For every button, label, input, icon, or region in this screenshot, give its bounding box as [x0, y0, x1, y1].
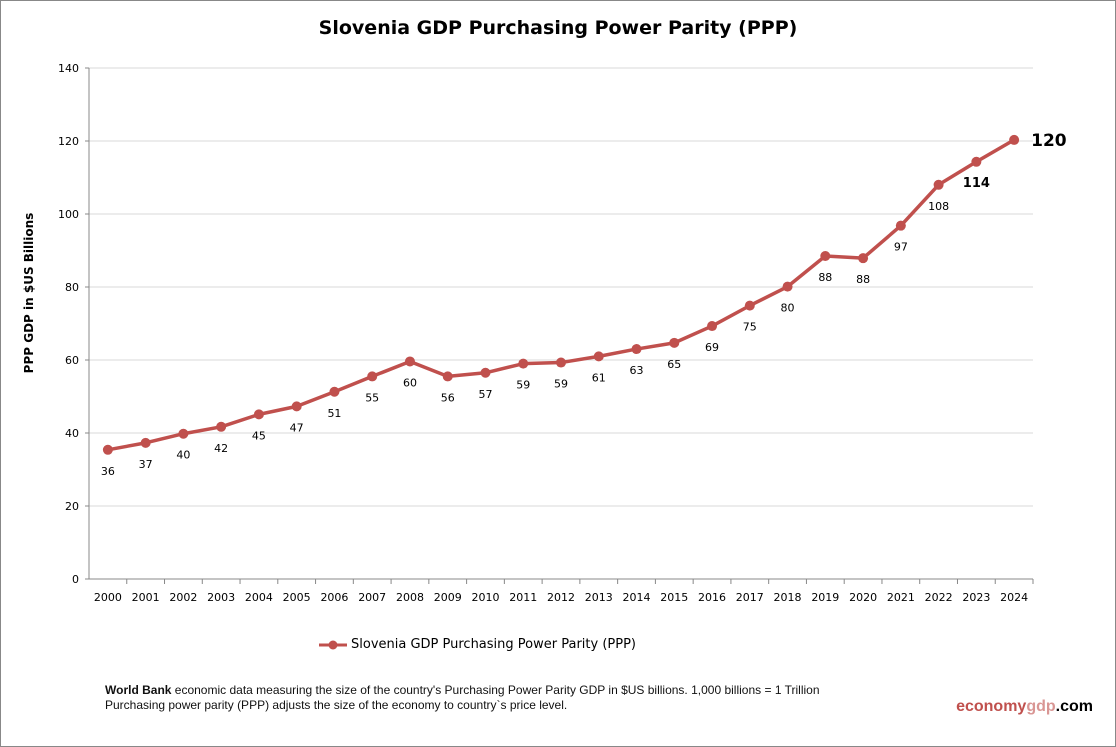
- x-tick-label: 2022: [925, 591, 953, 604]
- data-label: 40: [176, 449, 190, 462]
- y-tick-label: 60: [65, 354, 79, 367]
- y-tick-label: 100: [58, 208, 79, 221]
- x-tick-label: 2000: [94, 591, 122, 604]
- data-label: 120: [1031, 131, 1067, 151]
- data-label: 47: [290, 421, 304, 434]
- data-label: 88: [818, 271, 832, 284]
- data-label: 59: [516, 379, 530, 392]
- x-tick-label: 2002: [169, 591, 197, 604]
- data-point: [631, 344, 642, 355]
- data-point: [1009, 134, 1020, 145]
- data-label: 36: [101, 465, 115, 478]
- x-tick-label: 2023: [962, 591, 990, 604]
- y-tick-label: 20: [65, 500, 79, 513]
- x-tick-label: 2008: [396, 591, 424, 604]
- x-tick-label: 2009: [434, 591, 462, 604]
- data-point: [102, 444, 113, 455]
- data-label: 55: [365, 391, 379, 404]
- data-label: 59: [554, 378, 568, 391]
- x-tick-label: 2004: [245, 591, 273, 604]
- x-tick-label: 2005: [283, 591, 311, 604]
- x-tick-label: 2024: [1000, 591, 1028, 604]
- data-point: [291, 401, 302, 412]
- series-line: [107, 138, 1015, 452]
- footer-source: World Bank: [105, 683, 172, 697]
- data-label: 97: [894, 241, 908, 254]
- data-point: [933, 179, 944, 190]
- x-tick-label: 2021: [887, 591, 915, 604]
- data-point: [178, 428, 189, 439]
- data-point: [971, 156, 982, 167]
- plot-area: 0 20 40 60 80 100 120 140 2000 2001 2002 2003 2004 20…: [58, 62, 1067, 604]
- chart-title: Slovenia GDP Purchasing Power Parity (PP…: [318, 17, 798, 39]
- legend: Slovenia GDP Purchasing Power Parity (PP…: [319, 637, 636, 652]
- data-label: 56: [441, 391, 455, 404]
- data-point: [140, 437, 151, 448]
- data-point: [367, 371, 378, 382]
- x-tick-label: 2020: [849, 591, 877, 604]
- data-point: [782, 281, 793, 292]
- data-label: 63: [630, 364, 644, 377]
- x-tick-label: 2015: [660, 591, 688, 604]
- brand-logo[interactable]: economygdp.com: [956, 698, 1093, 715]
- data-point: [744, 300, 755, 311]
- data-label: 88: [856, 273, 870, 286]
- data-point: [669, 337, 680, 348]
- data-label: 69: [705, 341, 719, 354]
- data-label: 80: [781, 302, 795, 315]
- data-label: 108: [928, 200, 949, 213]
- data-point: [820, 250, 831, 261]
- x-tick-label: 2016: [698, 591, 726, 604]
- data-point: [253, 409, 264, 420]
- legend-marker: [319, 640, 347, 649]
- y-tick-label: 40: [65, 427, 79, 440]
- x-tick-label: 2012: [547, 591, 575, 604]
- x-tick-label: 2014: [623, 591, 651, 604]
- data-point: [895, 220, 906, 231]
- footer-line2: Purchasing power parity (PPP) adjusts th…: [105, 698, 568, 712]
- data-label: 114: [963, 176, 990, 191]
- legend-label: Slovenia GDP Purchasing Power Parity (PP…: [351, 637, 636, 652]
- data-point: [556, 357, 566, 368]
- footer-note: World Bank economic data measuring the s…: [105, 683, 820, 713]
- data-label: 57: [478, 388, 492, 401]
- data-label: 60: [403, 376, 417, 389]
- data-point: [442, 371, 453, 382]
- footer-line1: economic data measuring the size of the …: [171, 683, 820, 697]
- data-point: [593, 351, 604, 362]
- x-tick-label: 2001: [132, 591, 160, 604]
- y-tick-label: 80: [65, 281, 79, 294]
- data-point: [858, 253, 869, 264]
- data-label: 42: [214, 442, 228, 455]
- data-label: 65: [667, 358, 681, 371]
- x-tick-label: 2019: [811, 591, 839, 604]
- y-tick-label: 120: [58, 135, 79, 148]
- x-tick-label: 2013: [585, 591, 613, 604]
- data-point: [404, 356, 415, 367]
- x-tick-label: 2006: [320, 591, 348, 604]
- data-label: 51: [327, 407, 341, 420]
- x-tick-label: 2007: [358, 591, 386, 604]
- y-tick-label: 140: [58, 62, 79, 75]
- data-point: [707, 321, 718, 332]
- x-tick-label: 2018: [774, 591, 802, 604]
- data-label: 61: [592, 371, 606, 384]
- data-point: [216, 421, 227, 432]
- x-tick-label: 2017: [736, 591, 764, 604]
- y-tick-label: 0: [72, 573, 79, 586]
- data-point: [518, 358, 529, 369]
- data-label: 37: [139, 458, 153, 471]
- data-point: [480, 367, 491, 378]
- x-tick-label: 2003: [207, 591, 235, 604]
- data-label: 75: [743, 321, 757, 334]
- x-tick-label: 2010: [471, 591, 499, 604]
- x-tick-label: 2011: [509, 591, 537, 604]
- data-point: [329, 386, 340, 397]
- data-label: 45: [252, 429, 266, 442]
